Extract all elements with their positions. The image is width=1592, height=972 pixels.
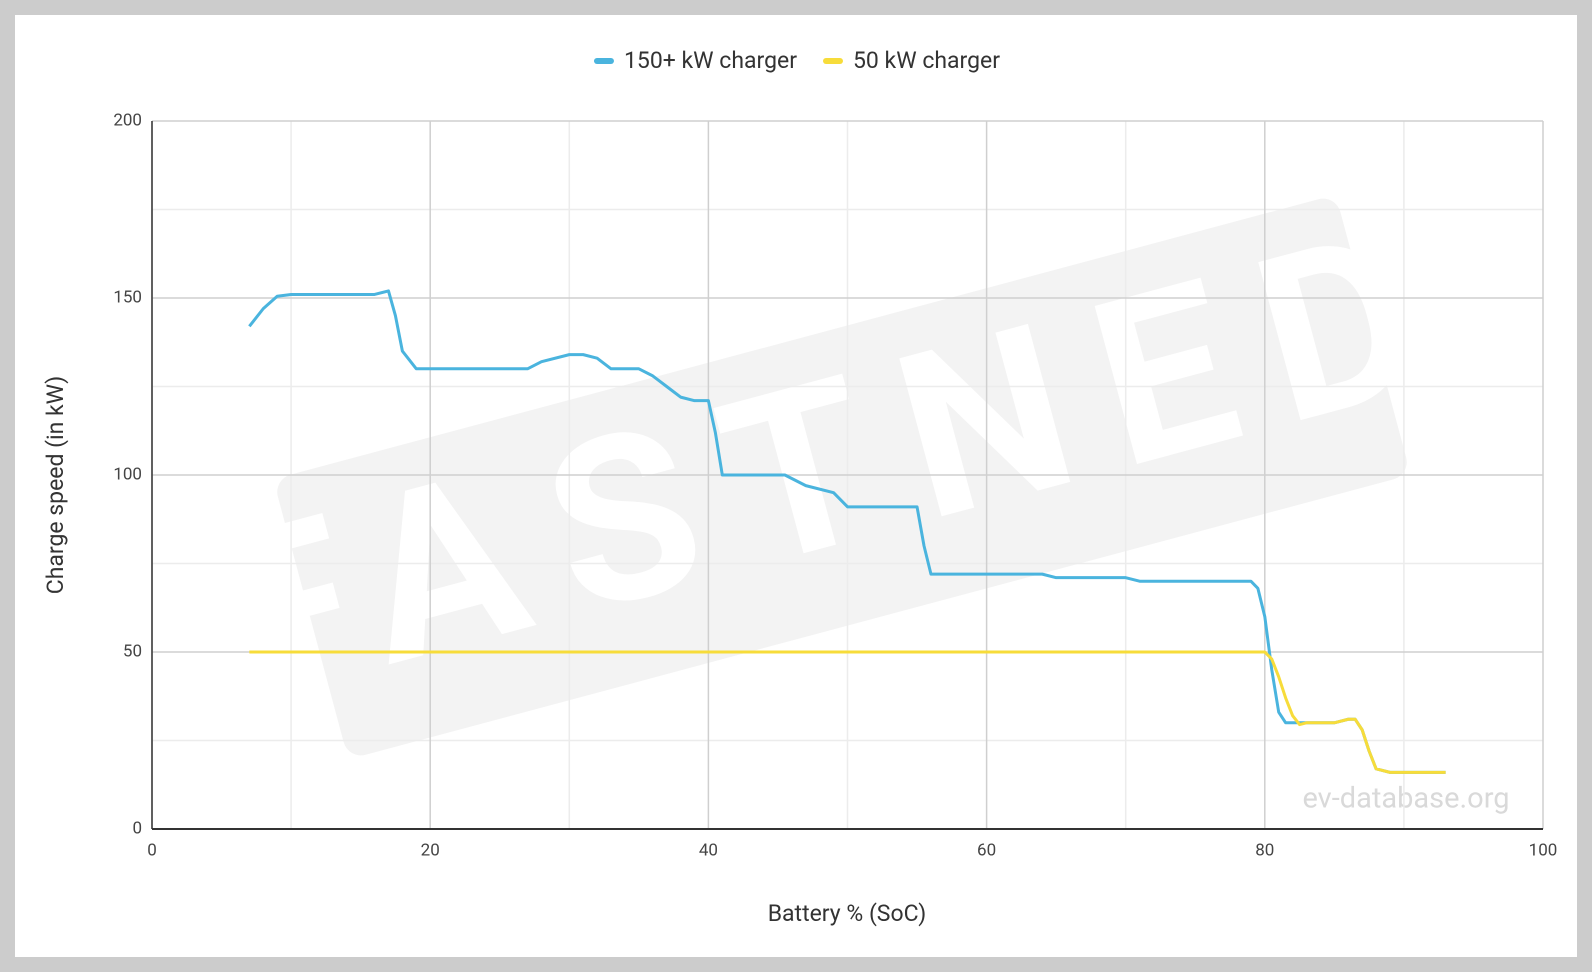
lines: [248, 289, 1446, 774]
x-axis-title: Battery % (SoC): [768, 900, 927, 927]
legend-label: 150+ kW charger: [624, 47, 797, 74]
y-axis-title: Charge speed (in kW): [42, 376, 69, 595]
watermark: ev-database.org: [1302, 782, 1509, 816]
series-line: [248, 289, 1446, 774]
x-tick-label: 60: [977, 840, 996, 860]
legend-item: 150+ kW charger: [593, 47, 797, 74]
legend-swatch: [593, 58, 614, 64]
legend-item: 50 kW charger: [822, 47, 1000, 74]
legend: 150+ kW charger 50 kW charger: [593, 47, 1000, 74]
x-tick-label: 100: [1529, 840, 1558, 860]
y-tick-label: 200: [113, 110, 142, 130]
y-tick-label: 150: [113, 287, 142, 307]
x-tick-label: 40: [699, 840, 718, 860]
y-tick-label: 100: [113, 464, 142, 484]
x-tick-label: 80: [1255, 840, 1274, 860]
y-tick-label: 0: [132, 818, 142, 838]
x-tick-label: 0: [147, 840, 157, 860]
watermark-box: [277, 198, 1407, 756]
legend-label: 50 kW charger: [853, 47, 1000, 74]
series-line: [249, 650, 1446, 774]
grid: 0 20 40 60 80 100 0 50 100 150 200: [113, 110, 1557, 860]
x-tick-label: 20: [421, 840, 440, 860]
y-tick-label: 50: [123, 641, 142, 661]
legend-swatch: [822, 58, 843, 64]
